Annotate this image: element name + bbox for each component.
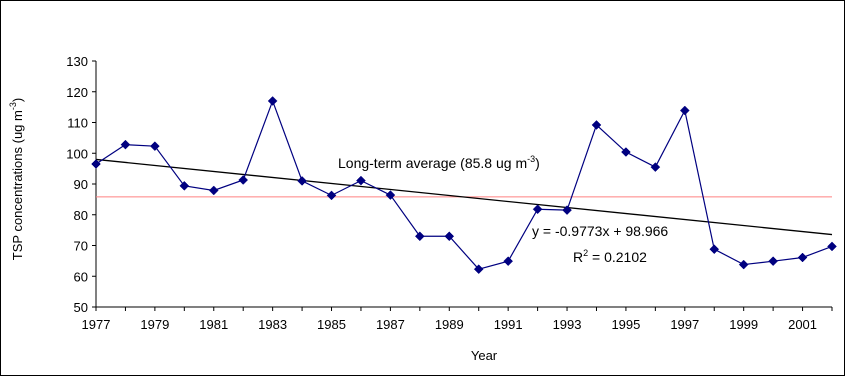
data-point xyxy=(827,241,837,252)
data-point xyxy=(738,259,749,270)
data-point xyxy=(532,204,543,215)
data-point xyxy=(326,190,337,201)
data-point xyxy=(473,264,484,275)
y-tick-label: 80 xyxy=(74,208,88,223)
data-point xyxy=(238,175,249,185)
y-tick-label: 90 xyxy=(74,177,88,192)
data-point xyxy=(179,180,190,191)
data-point xyxy=(297,176,307,186)
data-point xyxy=(709,244,720,255)
y-tick-label: 70 xyxy=(74,239,88,254)
y-tick-label: 110 xyxy=(67,116,88,131)
series-line xyxy=(95,99,833,270)
data-markers xyxy=(91,96,837,275)
data-point xyxy=(414,231,425,242)
x-tick-label: 1987 xyxy=(376,317,405,332)
x-tick-label: 1999 xyxy=(729,317,758,332)
data-point xyxy=(621,147,631,157)
trend-equation-label: y = -0.9773x + 98.966 xyxy=(532,223,668,239)
data-point xyxy=(150,141,160,152)
x-tick-label: 1997 xyxy=(670,317,699,332)
data-point xyxy=(679,105,690,116)
data-point xyxy=(91,159,101,169)
x-tick-label: 1995 xyxy=(611,317,640,332)
y-axis-title: TSP concentrations (ug m-3) xyxy=(8,98,25,260)
data-point xyxy=(208,185,219,196)
data-point xyxy=(267,96,278,106)
x-tick-label: 1985 xyxy=(317,317,346,332)
y-axis-ticks: 50 60 70 80 90 100 110 120 130 xyxy=(66,54,96,315)
x-tick-label: 1989 xyxy=(435,317,464,332)
x-tick-label: 1983 xyxy=(258,317,287,332)
data-point xyxy=(591,120,602,130)
data-point xyxy=(356,175,366,186)
x-tick-label: 1981 xyxy=(199,317,228,332)
data-point xyxy=(562,205,572,215)
x-tick-label: 1991 xyxy=(494,317,523,332)
data-point xyxy=(768,256,778,267)
x-axis-ticks: 1977 1979 1981 1983 1985 1987 1989 1991 1993 1995… xyxy=(82,307,833,332)
y-tick-label: 60 xyxy=(74,269,88,284)
r-squared-label: R2 = 0.2102 xyxy=(573,248,647,265)
data-point xyxy=(797,252,808,263)
y-tick-label: 100 xyxy=(66,146,88,161)
data-point xyxy=(650,162,661,172)
y-tick-label: 120 xyxy=(66,85,88,100)
data-point xyxy=(120,139,131,150)
x-axis-title: Year xyxy=(471,348,498,363)
x-tick-label: 1977 xyxy=(82,317,111,332)
x-tick-label: 1979 xyxy=(140,317,169,332)
trendline xyxy=(95,158,833,236)
y-tick-label: 50 xyxy=(74,300,88,315)
x-tick-label: 1993 xyxy=(553,317,582,332)
data-point xyxy=(385,190,396,200)
y-tick-label: 130 xyxy=(66,54,88,69)
x-tick-label: 2001 xyxy=(788,317,817,332)
data-point xyxy=(444,231,455,242)
average-label: Long-term average (85.8 ug m-3) xyxy=(338,154,540,171)
data-point xyxy=(503,256,514,267)
